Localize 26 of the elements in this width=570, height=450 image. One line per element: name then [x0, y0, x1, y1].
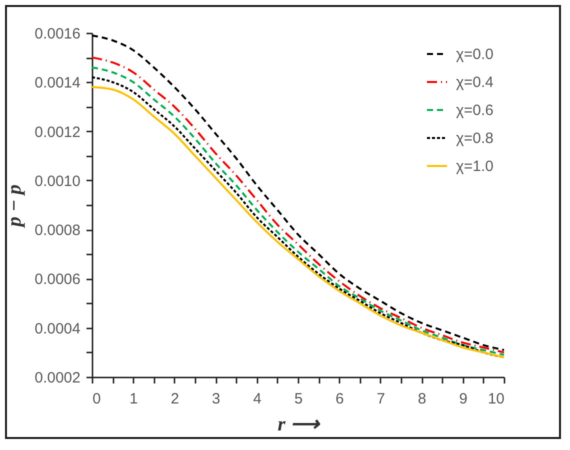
y-axis-title: p − p [4, 184, 26, 229]
y-tick-label: 0.0004 [34, 320, 80, 338]
y-tick-label: 0.0016 [34, 26, 80, 42]
y-tick-label: 0.0010 [34, 172, 80, 190]
x-tick-label: 6 [336, 390, 344, 408]
legend-label: χ=0.4 [456, 74, 494, 91]
x-tick-label: 9 [459, 390, 468, 408]
legend-label: χ=1.0 [456, 158, 494, 175]
x-axis-title: r ⟶ [278, 414, 320, 436]
x-tick-label: 10 [488, 390, 504, 408]
y-tick-label: 0.0012 [34, 124, 80, 141]
legend-label: χ=0.8 [456, 130, 494, 147]
legend-label: χ=0.0 [456, 46, 494, 63]
x-tick-label: 3 [212, 390, 220, 408]
x-tick-label: 5 [294, 390, 303, 408]
legend-label: χ=0.6 [456, 102, 494, 119]
y-tick-label: 0.0006 [34, 271, 80, 288]
x-tick-label: 2 [170, 390, 180, 408]
x-tick-label: 1 [130, 390, 138, 408]
x-tick-label: 4 [253, 390, 262, 408]
x-tick-label: 7 [376, 390, 386, 408]
y-tick-label: 0.0002 [34, 370, 80, 386]
x-tick-label: 8 [418, 390, 426, 408]
x-tick-label: 0 [92, 390, 101, 408]
y-tick-label: 0.0008 [34, 222, 80, 240]
y-tick-label: 0.0014 [34, 74, 80, 92]
